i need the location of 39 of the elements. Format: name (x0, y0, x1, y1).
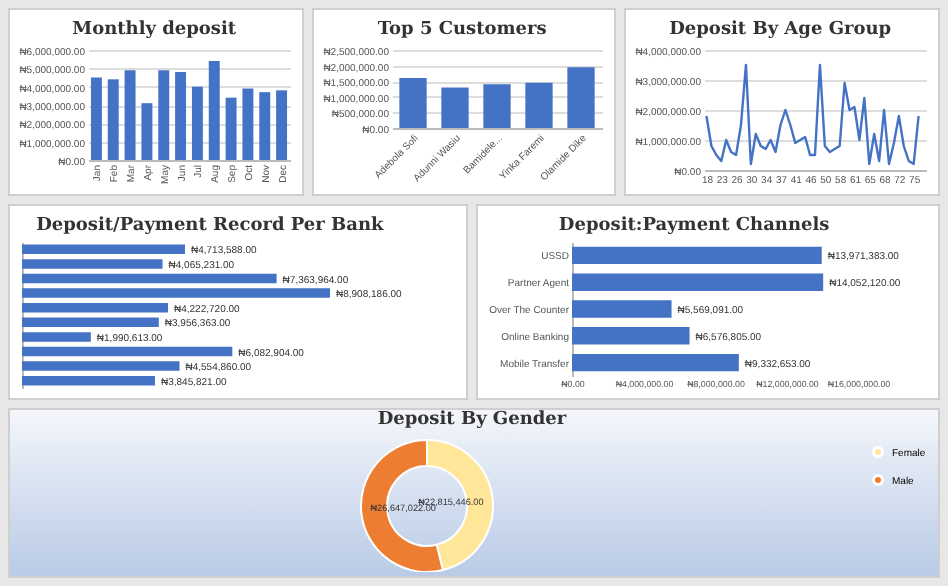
bar (22, 361, 180, 371)
bar (208, 61, 220, 160)
bar (107, 79, 119, 160)
bar (225, 97, 237, 160)
bar (124, 70, 136, 160)
bar (22, 244, 185, 255)
bar (175, 72, 187, 160)
bar (22, 375, 155, 386)
bar (572, 300, 672, 318)
bar (572, 353, 739, 372)
bar (572, 327, 690, 345)
chart-title: Deposit By Gender (377, 410, 567, 430)
chart-title: Monthly deposit (72, 20, 238, 40)
bar (22, 332, 91, 342)
bar (22, 346, 233, 357)
bar (242, 88, 254, 160)
bar (259, 92, 271, 160)
line-series (705, 63, 920, 166)
bar (525, 82, 553, 128)
bar (22, 273, 277, 284)
bar (22, 302, 168, 313)
bar (483, 84, 511, 128)
bar (276, 90, 288, 160)
bar (22, 259, 163, 269)
bar (441, 87, 469, 128)
chart-title: Deposit By Age Group (669, 20, 892, 40)
bar (158, 70, 170, 160)
bar (572, 273, 824, 291)
bar (22, 288, 330, 298)
chart-title: Deposit/Payment Record Per Bank (36, 216, 385, 236)
bar (22, 317, 159, 328)
bar (399, 78, 427, 128)
bar (572, 246, 822, 265)
bar (191, 86, 203, 160)
chart-title: Top 5 Customers (377, 20, 547, 40)
bar (90, 77, 102, 160)
bar (141, 103, 153, 160)
chart-title: Deposit:Payment Channels (558, 216, 830, 236)
bar (567, 67, 595, 128)
